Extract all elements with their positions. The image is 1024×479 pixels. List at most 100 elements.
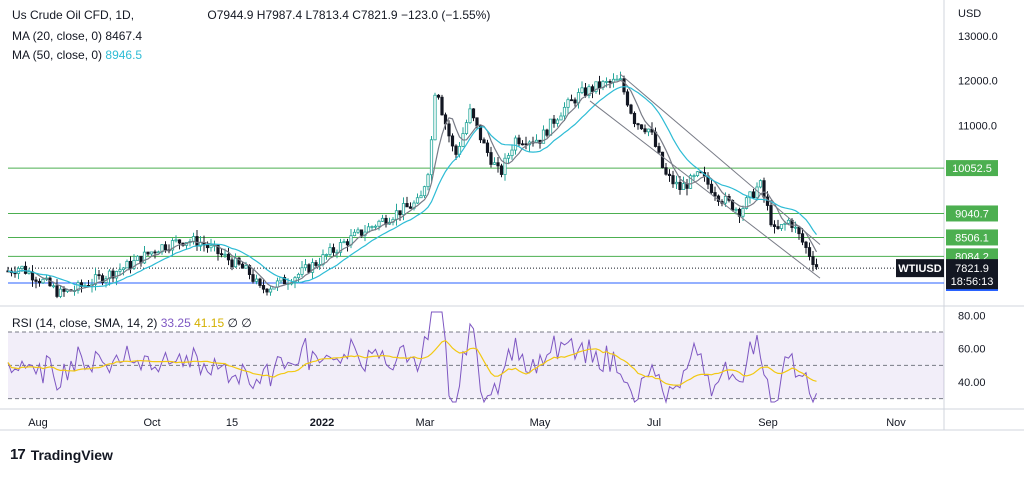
candle-body [125, 260, 129, 269]
candle-body [401, 203, 406, 216]
candle-body [793, 226, 798, 229]
candle-body [394, 210, 399, 220]
candle-body [163, 244, 168, 251]
price-tick-label: 12000.0 [958, 76, 998, 88]
candle-body [149, 251, 154, 255]
candle-body [517, 137, 521, 145]
candle-body [254, 278, 259, 282]
rsi-legend[interactable]: RSI (14, close, SMA, 14, 2) 33.25 41.15 … [12, 316, 252, 330]
candle-body [209, 245, 213, 249]
candle-body [639, 124, 644, 130]
candle-body [398, 210, 402, 216]
candle-body [643, 128, 647, 133]
candle-body [758, 180, 763, 188]
currency-label: USD [958, 8, 981, 20]
candle-body [342, 241, 346, 244]
level-tag [946, 229, 998, 246]
candle-body [590, 86, 595, 92]
change-value: −123.0 (−1.55%) [400, 8, 491, 22]
candle-body [282, 277, 287, 285]
date-tick-label: Nov [886, 417, 906, 429]
tradingview-name: TradingView [30, 446, 113, 463]
candle-body [671, 175, 675, 185]
candle-body [251, 274, 255, 282]
symbol-tag [896, 259, 944, 278]
candle-body [692, 175, 696, 178]
close-label: C [352, 8, 361, 22]
candle-body [524, 143, 528, 146]
candle-body [41, 278, 45, 284]
candle-body [34, 279, 38, 282]
candle-body [541, 129, 546, 144]
candle-body [447, 123, 451, 137]
level-value: 10052.5 [952, 163, 992, 175]
candle-body [156, 251, 161, 254]
tradingview-mark-icon: 17 [10, 446, 26, 463]
candle-body [723, 195, 728, 204]
candle-body [506, 155, 511, 159]
candle-body [132, 259, 136, 269]
candle-body [135, 255, 140, 261]
candle-body [275, 280, 280, 288]
candle-body [678, 181, 682, 190]
candle-body [566, 99, 570, 108]
candle-body [419, 195, 423, 199]
candle-body [674, 181, 679, 185]
candle-body [741, 208, 745, 217]
candle-body [804, 241, 808, 248]
candle-body [811, 256, 815, 265]
last-price-value: 7821.9 [955, 263, 989, 275]
candle-body [604, 80, 609, 83]
candle-body [296, 273, 301, 279]
candle-body [475, 117, 479, 127]
candle-body [408, 206, 413, 209]
candle-body [233, 257, 238, 268]
candle-body [153, 251, 157, 254]
candle-body [573, 99, 577, 104]
candle-body [629, 104, 633, 114]
ma20-legend[interactable]: MA (20, close, 0) 8467.4 [12, 29, 142, 43]
candle-body [307, 264, 311, 273]
ma50-label: MA (50, close, 0) [12, 48, 103, 62]
candle-body [415, 197, 420, 204]
candle-body [373, 225, 378, 228]
candle-body [55, 285, 59, 297]
ma20-label: MA (20, close, 0) [12, 29, 103, 43]
candle-body [324, 254, 329, 256]
candle-body [657, 146, 661, 153]
candle-body [797, 226, 801, 235]
candle-body [128, 260, 133, 269]
rsi-sma-line [7, 339, 817, 386]
candle-body [240, 263, 245, 269]
candle-body [205, 244, 210, 249]
tradingview-logo[interactable]: 17 TradingView [10, 446, 113, 463]
level-tag [946, 160, 998, 177]
candle-body [107, 270, 112, 280]
candle-body [440, 96, 444, 116]
close-value: 7821.9 [360, 8, 398, 22]
rsi-value: 33.25 [160, 316, 191, 330]
symbol-title: Us Crude Oil CFD, 1D, [12, 8, 135, 22]
candle-body [776, 226, 780, 229]
candle-body [111, 270, 115, 279]
candle-body [114, 270, 119, 279]
candle-body [244, 265, 248, 269]
candle-body [76, 282, 80, 291]
ma50-legend[interactable]: MA (50, close, 0) 8946.5 [12, 48, 142, 62]
candle-body [503, 157, 507, 175]
ma50-value: 8946.5 [105, 48, 143, 62]
rsi-extra1: ∅ [227, 316, 238, 330]
candle-body [62, 288, 66, 292]
candle-body [265, 288, 269, 293]
candle-body [230, 259, 234, 268]
date-tick-label: 15 [226, 417, 238, 429]
candle-body [545, 129, 549, 136]
candle-body [769, 205, 773, 226]
open-label: O [207, 8, 217, 22]
price-tick-label: 11000.0 [958, 121, 997, 133]
rsi-tick-label: 60.00 [958, 344, 986, 356]
candle-body [261, 285, 266, 290]
candle-body [755, 186, 759, 199]
